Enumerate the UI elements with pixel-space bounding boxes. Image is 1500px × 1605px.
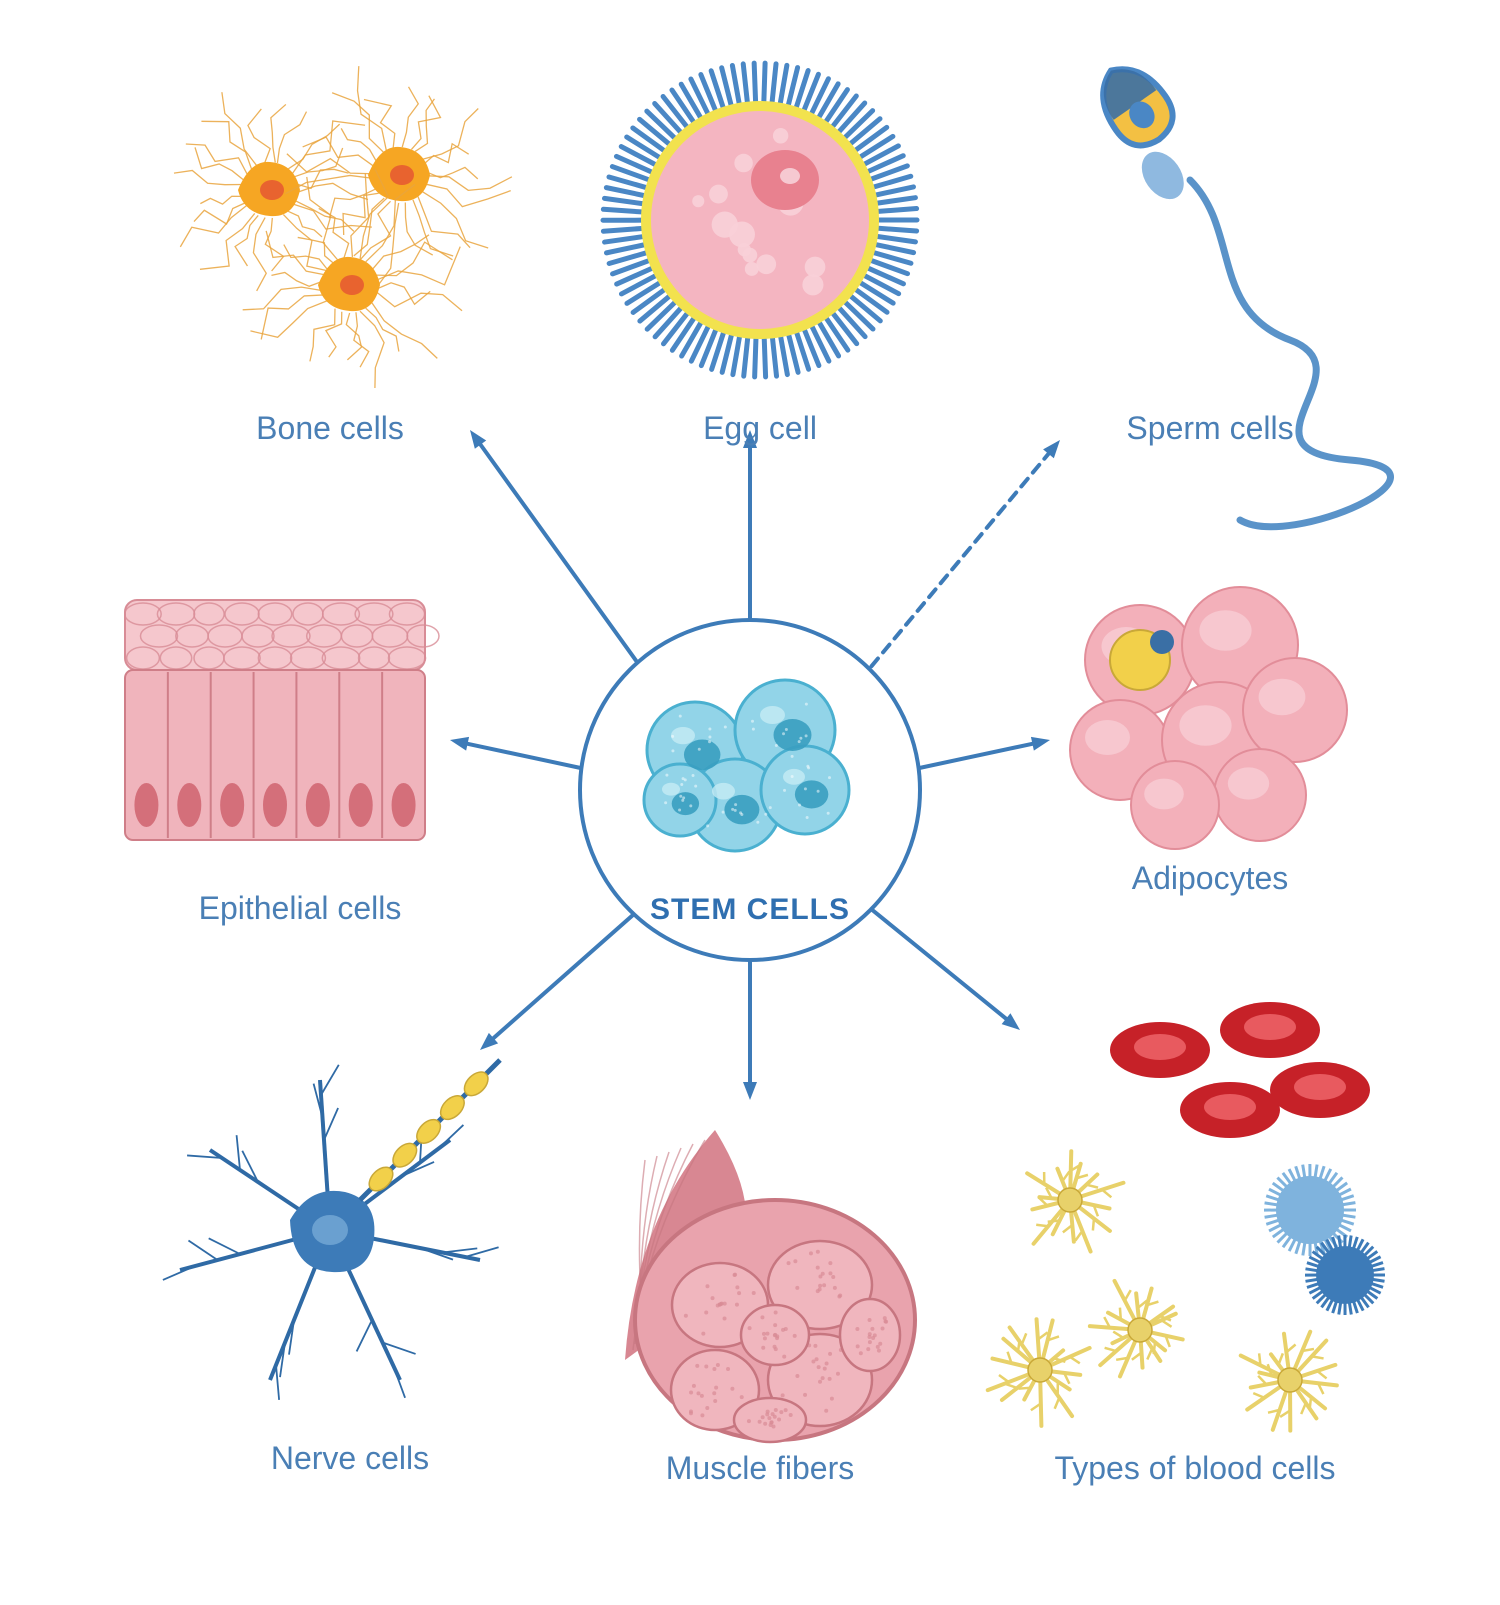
diagram-canvas: [0, 0, 1500, 1600]
nerve-illustration: [163, 1060, 500, 1400]
epithelial-label: Epithelial cells: [199, 890, 402, 927]
bone-illustration: [174, 66, 512, 388]
sperm-label: Sperm cells: [1126, 410, 1293, 447]
muscle-illustration: [625, 1130, 915, 1442]
sperm-illustration: [1086, 53, 1390, 526]
muscle-label: Muscle fibers: [666, 1450, 855, 1487]
adipocytes-label: Adipocytes: [1132, 860, 1289, 897]
epithelial-illustration: [125, 600, 439, 840]
center-label: STEM CELLS: [650, 893, 850, 927]
diagram-svg: [0, 0, 1500, 1600]
bone-label: Bone cells: [256, 410, 404, 447]
egg-illustration: [603, 63, 917, 377]
adipocytes-illustration: [1070, 587, 1347, 849]
blood-illustration: [988, 1002, 1385, 1431]
egg-label: Egg cell: [703, 410, 817, 447]
nerve-label: Nerve cells: [271, 1440, 429, 1477]
blood-label: Types of blood cells: [1054, 1450, 1335, 1487]
